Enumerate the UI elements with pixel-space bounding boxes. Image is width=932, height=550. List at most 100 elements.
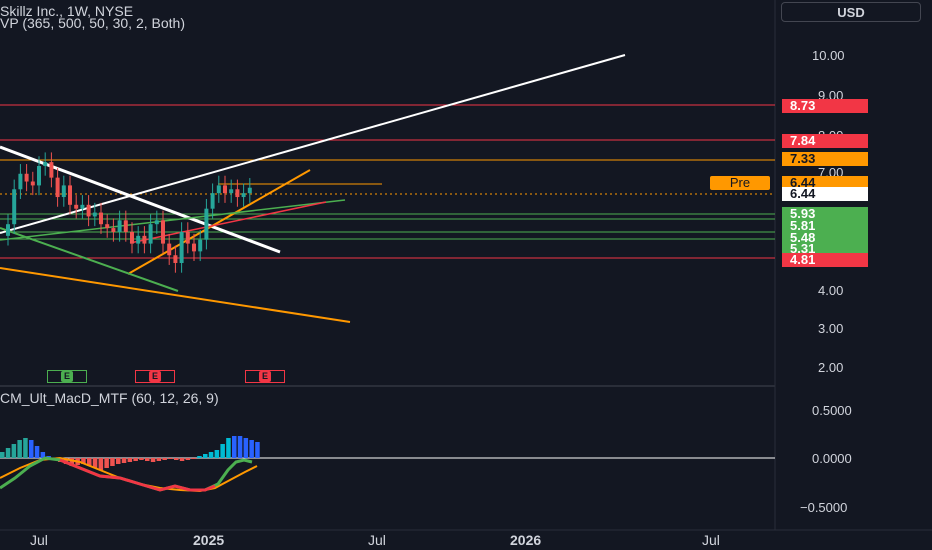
macd-bar: [133, 458, 138, 461]
macd-tick-label: −0.5000: [800, 500, 848, 515]
candle: [12, 179, 17, 234]
macd-bar: [150, 458, 156, 462]
candle: [216, 175, 221, 203]
candle: [86, 195, 91, 227]
macd-bar: [87, 458, 92, 466]
macd-bar: [23, 438, 28, 458]
macd-bar: [127, 458, 133, 462]
macd-legend[interactable]: CM_Ult_MacD_MTF (60, 12, 26, 9): [0, 390, 219, 406]
macd-bar: [145, 458, 150, 461]
macd-line-red: [59, 458, 216, 492]
macd-bar: [34, 446, 40, 458]
candles: [6, 152, 252, 273]
price-badge: 8.73: [782, 99, 868, 113]
candle: [204, 198, 209, 250]
macd-bar: [208, 452, 214, 458]
candle: [49, 152, 54, 188]
price-tick-label: 2.00: [818, 360, 844, 375]
macd-bar: [185, 458, 191, 460]
macd-bar: [214, 450, 220, 458]
candle: [173, 245, 178, 273]
macd-bar: [17, 440, 22, 458]
time-label: Jul: [30, 532, 48, 548]
candle: [24, 164, 29, 192]
candle: [55, 167, 60, 207]
candle: [241, 183, 246, 207]
macd-bar: [179, 458, 185, 461]
macd-bar: [121, 458, 127, 463]
macd-bar: [11, 444, 17, 458]
macd-tick-label: 0.5000: [812, 403, 852, 418]
candle: [229, 179, 234, 203]
candle: [223, 175, 227, 203]
candle: [235, 179, 240, 207]
macd-bar: [220, 444, 225, 458]
price-badge: 7.84: [782, 134, 868, 148]
time-label: Jul: [702, 532, 720, 548]
candle: [43, 152, 48, 176]
candle: [105, 214, 110, 238]
price-badge: 5.93: [782, 207, 868, 221]
macd-bar: [232, 436, 237, 458]
candle: [80, 195, 85, 219]
time-label: 2026: [510, 532, 542, 548]
macd-bar: [116, 458, 121, 464]
earnings-marker[interactable]: E: [135, 370, 175, 383]
macd-bar: [197, 456, 202, 458]
candle: [117, 210, 122, 242]
candle: [185, 222, 190, 254]
candle: [198, 230, 203, 262]
candle: [6, 214, 10, 246]
macd-bar: [29, 440, 34, 458]
macd-tick-label: 0.0000: [812, 451, 852, 466]
macd-bar: [162, 458, 167, 460]
macd-bar: [174, 458, 179, 460]
white-trend-up: [0, 54, 626, 234]
macd-bar: [40, 452, 46, 458]
orange-trend-up: [127, 169, 311, 275]
macd-bar: [0, 452, 5, 458]
candle: [247, 178, 252, 203]
macd-bar: [156, 458, 162, 461]
candle: [30, 171, 35, 196]
price-tick-label: 4.00: [818, 283, 844, 298]
macd-bar: [69, 458, 75, 466]
macd-bar: [139, 458, 144, 460]
orange-trend-down: [0, 267, 351, 323]
candle: [179, 222, 184, 273]
candle: [18, 164, 23, 199]
candle: [68, 175, 72, 215]
macd-bar: [243, 438, 249, 458]
macd-bar: [249, 440, 254, 458]
price-badge: 6.44: [782, 176, 868, 190]
price-tick-label: 3.00: [818, 321, 844, 336]
macd-bar: [110, 458, 115, 466]
candle: [99, 202, 103, 234]
candle: [123, 210, 128, 242]
earnings-marker[interactable]: E: [47, 370, 87, 383]
macd-bar: [168, 458, 173, 459]
green-trend-up: [0, 199, 346, 241]
macd-bar: [81, 458, 86, 464]
price-tick-label: 10.00: [812, 48, 845, 63]
candle: [154, 210, 159, 234]
green-trend-down: [0, 227, 179, 292]
price-badge: 5.81: [782, 219, 868, 233]
macd-bar: [237, 436, 243, 458]
horizontal-levels: [0, 104, 775, 259]
macd-bar: [203, 454, 208, 458]
price-badge: 7.33: [782, 152, 868, 166]
earnings-marker[interactable]: E: [245, 370, 285, 383]
candle: [136, 226, 141, 254]
currency-button[interactable]: USD: [781, 2, 921, 22]
candle: [148, 214, 153, 254]
volume-profile-legend[interactable]: VP (365, 500, 50, 30, 2, Both): [0, 15, 185, 31]
candle: [92, 202, 97, 227]
macd-bar: [191, 458, 196, 459]
candle: [74, 195, 79, 219]
candle: [192, 233, 196, 262]
symbol-title[interactable]: Skillz Inc., 1W, NYSE: [0, 3, 134, 19]
candle: [210, 183, 215, 219]
candle: [111, 218, 116, 242]
